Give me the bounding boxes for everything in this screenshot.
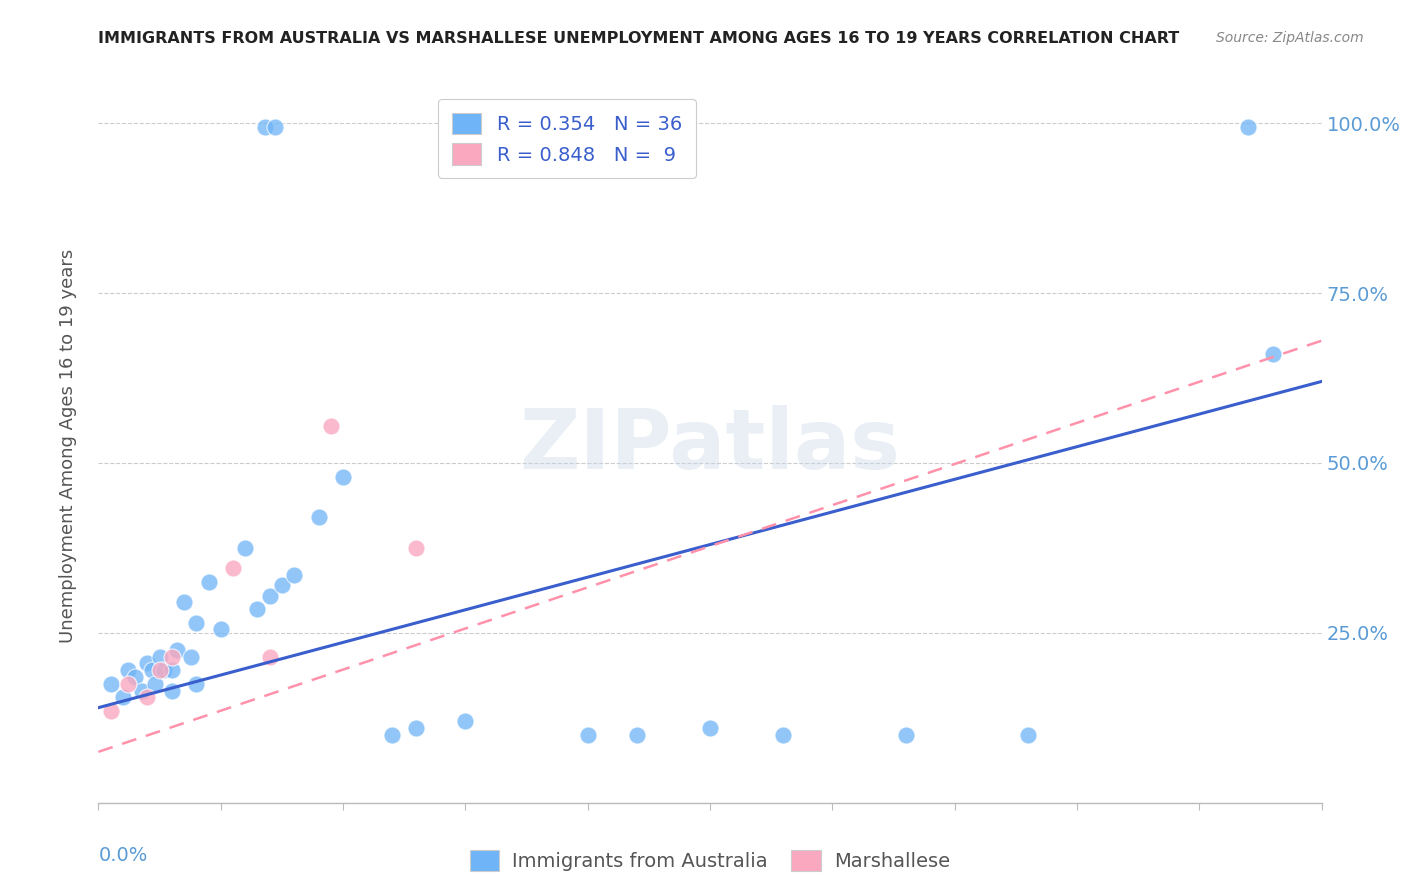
Point xyxy=(100,704,122,718)
Point xyxy=(136,657,159,671)
Point xyxy=(166,643,188,657)
Point xyxy=(209,623,232,637)
Point xyxy=(100,677,122,691)
Point xyxy=(576,728,599,742)
Point xyxy=(253,120,276,134)
Text: IMMIGRANTS FROM AUSTRALIA VS MARSHALLESE UNEMPLOYMENT AMONG AGES 16 TO 19 YEARS : IMMIGRANTS FROM AUSTRALIA VS MARSHALLESE… xyxy=(98,31,1180,46)
Point xyxy=(153,663,176,677)
Point xyxy=(454,714,477,729)
Point xyxy=(263,120,285,134)
Point xyxy=(405,541,427,555)
Point xyxy=(405,721,427,735)
Point xyxy=(186,615,208,630)
Point xyxy=(894,728,917,742)
Text: ZIPatlas: ZIPatlas xyxy=(520,406,900,486)
Point xyxy=(186,677,208,691)
Point xyxy=(136,690,159,705)
Legend: Immigrants from Australia, Marshallese: Immigrants from Australia, Marshallese xyxy=(463,842,957,879)
Point xyxy=(1261,347,1284,361)
Point xyxy=(197,574,219,589)
Point xyxy=(259,649,281,664)
Y-axis label: Unemployment Among Ages 16 to 19 years: Unemployment Among Ages 16 to 19 years xyxy=(59,249,77,643)
Point xyxy=(626,728,648,742)
Point xyxy=(141,663,163,677)
Point xyxy=(117,663,139,677)
Point xyxy=(1237,120,1260,134)
Point xyxy=(111,690,134,705)
Text: 0.0%: 0.0% xyxy=(98,846,148,864)
Point xyxy=(160,683,183,698)
Point xyxy=(270,578,292,592)
Point xyxy=(283,568,305,582)
Point xyxy=(222,561,245,575)
Point xyxy=(143,677,166,691)
Point xyxy=(381,728,404,742)
Point xyxy=(772,728,794,742)
Point xyxy=(160,663,183,677)
Point xyxy=(124,670,146,684)
Point xyxy=(319,418,342,433)
Point xyxy=(131,683,153,698)
Point xyxy=(259,589,281,603)
Point xyxy=(149,663,172,677)
Point xyxy=(308,510,330,524)
Point xyxy=(149,649,172,664)
Point xyxy=(332,469,354,483)
Point xyxy=(1017,728,1039,742)
Point xyxy=(173,595,195,609)
Point xyxy=(180,649,202,664)
Point xyxy=(117,677,139,691)
Point xyxy=(699,721,721,735)
Point xyxy=(160,649,183,664)
Point xyxy=(233,541,256,555)
Text: Source: ZipAtlas.com: Source: ZipAtlas.com xyxy=(1216,31,1364,45)
Point xyxy=(246,602,269,616)
